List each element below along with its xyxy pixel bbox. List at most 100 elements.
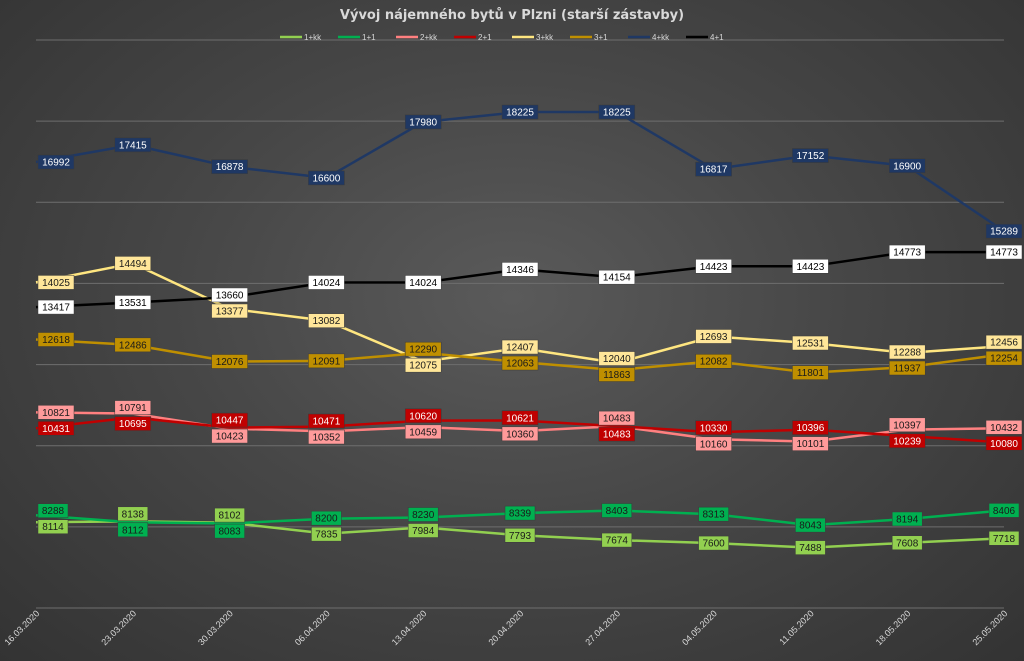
data-label-box [501,262,539,277]
data-label: 8200 [311,510,342,526]
legend-item: 1+kk [280,33,322,42]
data-label-box [601,503,633,518]
data-label-box [311,510,342,526]
data-label-box [211,428,248,444]
data-label-text: 12290 [409,345,437,356]
legend-label: 1+1 [362,33,376,42]
data-label-box [985,334,1023,350]
data-label: 8083 [214,523,245,539]
data-label-box [792,436,829,451]
data-label-text: 16900 [893,161,921,172]
legend-label: 3+1 [594,33,608,42]
data-label-box [501,426,539,442]
data-label-box [698,535,729,551]
data-label-box [37,405,75,420]
data-label-text: 18225 [506,108,534,119]
data-label: 10330 [695,420,732,436]
data-label-box [308,353,345,369]
data-label-box [891,511,923,527]
data-label-box [37,503,69,518]
data-label: 11937 [888,360,926,376]
data-label: 10160 [695,436,732,452]
data-label-text: 10821 [42,408,70,419]
data-label-text: 10620 [409,411,437,422]
data-label-box [311,526,342,542]
data-label: 16992 [37,154,75,170]
data-label-box [792,148,829,163]
data-label-box [695,436,732,452]
data-label: 11863 [598,367,636,382]
data-label-box [114,137,152,153]
data-label-box [501,104,539,120]
data-label-box [888,360,926,376]
data-label-text: 16992 [42,158,70,169]
data-label-text: 16817 [700,165,728,176]
x-tick-label: 20.04.2020 [486,608,525,647]
legend-item: 4+kk [628,33,670,42]
data-label-text: 10483 [603,430,631,441]
data-label-text: 17980 [409,117,437,128]
data-label-box [211,287,248,303]
data-label: 12456 [985,334,1023,350]
data-label: 13531 [114,295,152,310]
data-label-box [891,535,923,551]
gridlines [36,39,1004,609]
data-label-text: 17415 [119,140,147,151]
data-label: 14024 [308,275,345,290]
data-label: 7793 [504,528,536,543]
data-label: 13417 [37,299,75,315]
data-label-text: 14773 [893,248,921,259]
data-label-text: 7488 [799,543,822,554]
data-label: 10101 [792,436,829,451]
x-axis-ticks: 16.03.2020 23.03.2020 30.03.2020 06.04.2020… [2,608,1009,647]
data-label-text: 11937 [894,364,922,375]
legend-item: 1+1 [338,33,376,42]
data-label: 13082 [308,313,345,328]
data-label-text: 10396 [796,423,824,434]
data-label-text: 10471 [312,417,340,428]
data-label-text: 7674 [606,536,629,547]
data-label: 18225 [598,104,636,120]
data-label-box [985,244,1023,260]
data-label: 12075 [404,357,442,373]
data-label: 12290 [404,341,442,357]
legend-label: 3+kk [536,33,554,42]
data-label-box [407,507,439,522]
data-label-box [695,259,732,274]
data-label-text: 12075 [409,361,437,372]
data-label-box [308,429,345,445]
data-label: 14423 [792,259,829,274]
series-line [35,250,1004,309]
data-label-text: 8230 [412,510,435,521]
data-label: 12531 [792,335,829,351]
data-label-box [598,104,636,120]
legend-item: 2+kk [396,33,438,42]
data-label-box [308,275,345,290]
data-label-text: 17152 [796,151,824,162]
data-label: 10432 [985,420,1023,435]
data-label-text: 10621 [506,413,534,424]
data-label-text: 7835 [315,530,338,541]
data-label: 16878 [211,159,248,174]
data-label-box [114,295,152,310]
data-label: 16817 [695,161,732,177]
data-label-text: 7984 [412,526,435,537]
data-label: 10080 [985,436,1023,451]
data-label: 13377 [211,303,248,319]
data-label-text: 13082 [312,316,340,327]
data-label-text: 12063 [506,359,534,370]
data-label: 8138 [117,506,149,522]
x-tick-label: 06.04.2020 [293,608,332,647]
data-label-text: 16600 [312,173,340,184]
data-label: 7488 [795,540,826,555]
data-label-box [888,417,926,433]
data-label-box [695,161,732,177]
data-label-box [792,365,829,380]
data-label-box [308,313,345,328]
legend-item: 4+1 [686,33,724,42]
legend-item: 3+kk [512,33,554,42]
data-label: 10431 [37,421,75,436]
data-label-box [114,416,152,431]
data-label: 10397 [888,417,926,433]
legend-label: 4+1 [710,33,724,42]
